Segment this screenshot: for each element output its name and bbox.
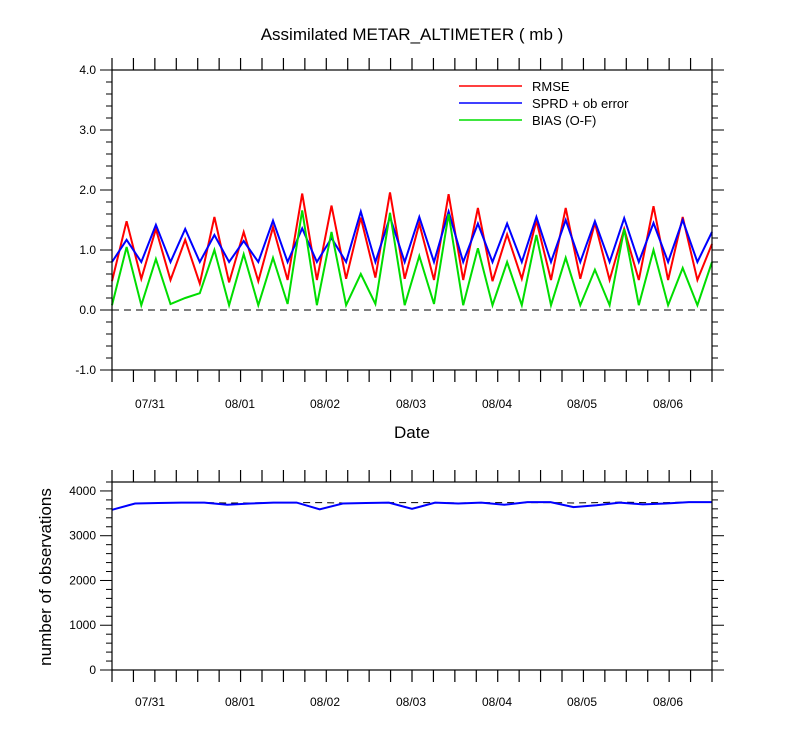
x-tick-label: 07/31 xyxy=(135,695,165,709)
y-tick-label: 2000 xyxy=(69,573,96,587)
obs-line-assimilated xyxy=(111,501,712,511)
y-tick-label: 1000 xyxy=(69,618,96,632)
x-tick-label: 08/05 xyxy=(567,695,597,709)
y-axis-label-observations: number of observations xyxy=(36,488,55,666)
y-tick-label: 0.0 xyxy=(79,303,96,317)
x-tick-label: 07/31 xyxy=(135,397,165,411)
x-axis-label: Date xyxy=(394,423,430,442)
x-tick-label: 08/01 xyxy=(225,397,255,411)
y-tick-label: 3000 xyxy=(69,529,96,543)
x-tick-label: 08/06 xyxy=(653,695,683,709)
bottom-plot-frame xyxy=(111,481,713,671)
x-tick-label: 08/03 xyxy=(396,695,426,709)
bottom-chart: 0 1000 2000 3000 4000 07/31 08/01 08/02 08/03 08… xyxy=(36,470,724,709)
top-chart-title: Assimilated METAR_ALTIMETER ( mb ) xyxy=(261,25,564,44)
y-tick-label: 4.0 xyxy=(79,63,96,77)
y-tick-label: 3.0 xyxy=(79,123,96,137)
x-tick-label: 08/01 xyxy=(225,695,255,709)
x-tick-label: 08/06 xyxy=(653,397,683,411)
x-tick-label: 08/02 xyxy=(310,695,340,709)
legend-label: RMSE xyxy=(532,79,570,94)
legend-label: SPRD + ob error xyxy=(532,96,629,111)
top-plot-frame xyxy=(111,69,713,371)
series-line-3 xyxy=(111,210,713,310)
y-tick-label: 4000 xyxy=(69,484,96,498)
x-tick-label: 08/03 xyxy=(396,397,426,411)
x-tick-label: 08/04 xyxy=(482,397,512,411)
x-tick-label: 08/02 xyxy=(310,397,340,411)
y-tick-label: 1.0 xyxy=(79,243,96,257)
y-tick-label: -1.0 xyxy=(75,363,96,377)
y-tick-label: 0 xyxy=(89,663,96,677)
x-tick-label: 08/04 xyxy=(482,695,512,709)
top-chart: Assimilated METAR_ALTIMETER ( mb ) -1.0 0… xyxy=(75,25,724,442)
y-tick-label: 2.0 xyxy=(79,183,96,197)
legend: RMSE SPRD + ob error BIAS (O-F) xyxy=(459,79,629,128)
x-tick-label: 08/05 xyxy=(567,397,597,411)
series-line-1 xyxy=(111,192,713,288)
series-line-2 xyxy=(111,208,713,266)
legend-label: BIAS (O-F) xyxy=(532,113,596,128)
